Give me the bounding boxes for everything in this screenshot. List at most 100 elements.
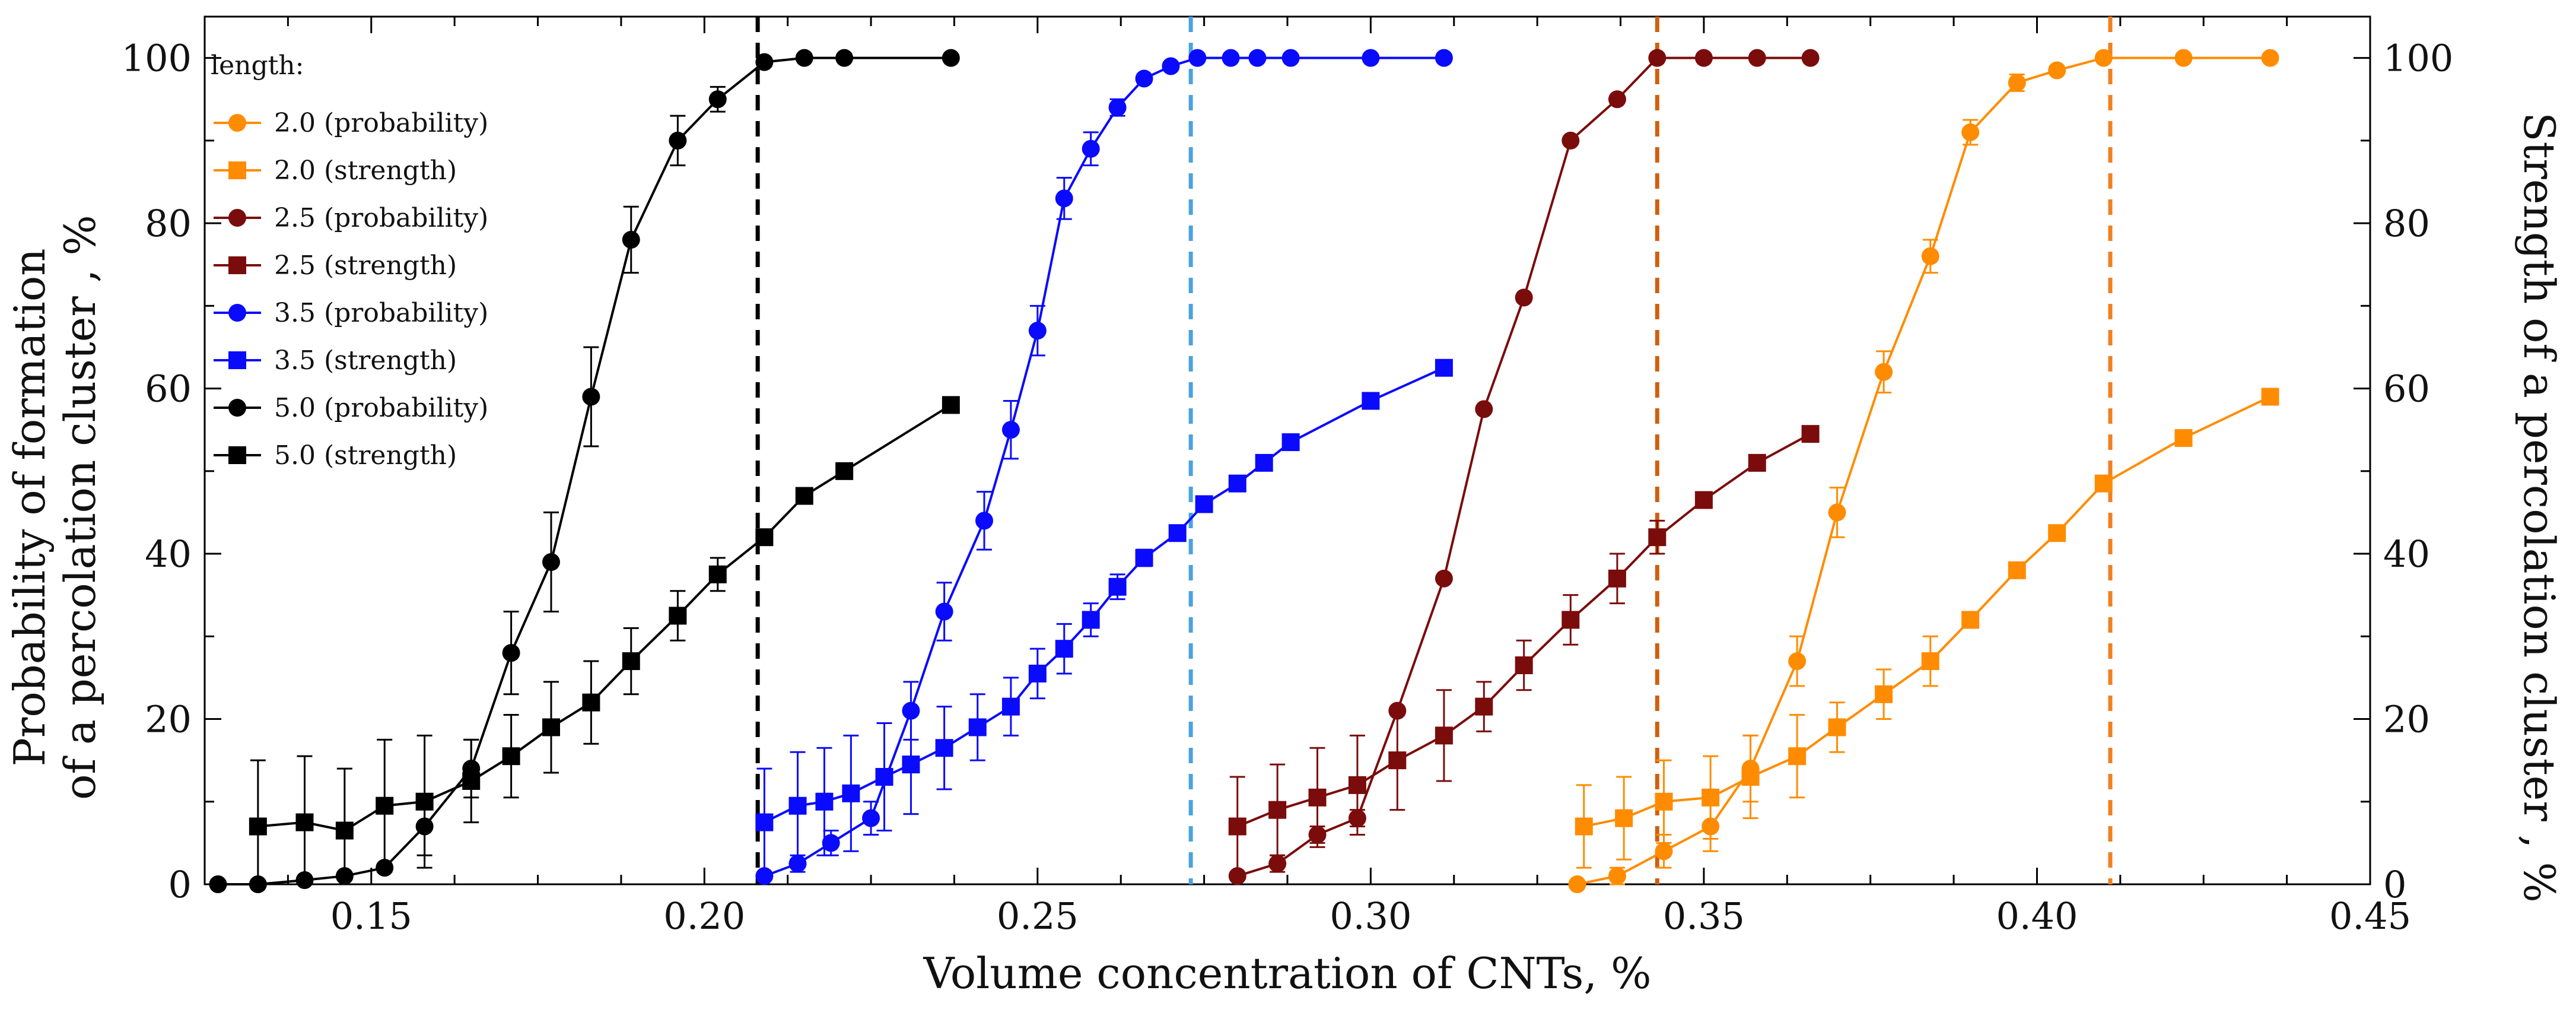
legend-label: 3.5 (strength) <box>274 345 457 376</box>
data-point <box>1135 69 1153 88</box>
data-point <box>1475 400 1493 418</box>
data-point <box>708 565 727 583</box>
data-point <box>2174 429 2193 447</box>
x-tick-label: 0.35 <box>1663 894 1745 938</box>
data-point <box>862 809 880 827</box>
legend-label: 2.5 (probability) <box>274 203 488 233</box>
data-point <box>2094 49 2113 67</box>
data-point <box>1608 569 1626 588</box>
data-point <box>1515 288 1533 307</box>
y2-tick-label: 0 <box>2383 863 2406 906</box>
legend-marker <box>228 304 246 322</box>
legend-marker <box>228 161 246 179</box>
legend-entry: 3.5 (probability) <box>214 298 488 328</box>
data-point <box>815 792 834 811</box>
data-point <box>1748 453 1766 472</box>
data-point <box>1648 49 1667 67</box>
data-point <box>1082 611 1100 629</box>
series-5-0-strength- <box>249 396 960 885</box>
data-point <box>975 512 993 530</box>
x-tick-label: 0.40 <box>1996 894 2078 938</box>
data-point <box>415 792 434 811</box>
legend-entry: 5.0 (strength) <box>214 440 457 471</box>
data-point <box>1875 685 1893 703</box>
data-point <box>1028 664 1047 682</box>
data-point <box>1362 392 1380 410</box>
data-point <box>1435 358 1453 377</box>
y-tick-label: 60 <box>145 367 192 411</box>
data-point <box>1648 528 1667 547</box>
legend-entry: 2.5 (probability) <box>214 203 488 233</box>
data-point <box>1921 652 1939 671</box>
data-point <box>822 834 840 852</box>
legend-marker <box>228 446 246 464</box>
data-point <box>1001 421 1020 439</box>
data-point <box>1435 726 1453 745</box>
data-point <box>935 739 953 757</box>
data-point <box>968 718 987 737</box>
x-tick-label: 0.15 <box>330 894 412 938</box>
legend-title: length: <box>211 50 304 81</box>
series-2-0-probability- <box>1568 49 2279 893</box>
x-tick-label: 0.30 <box>1330 894 1411 938</box>
series-3-5-probability- <box>755 49 1453 885</box>
y-axis-title-line2: of a percolation cluster , % <box>55 215 105 800</box>
data-point <box>1001 697 1020 716</box>
data-point <box>1801 49 1820 67</box>
data-point <box>1162 57 1180 75</box>
series-line <box>257 404 952 832</box>
data-point <box>376 796 394 815</box>
y-tick-label: 20 <box>145 698 192 741</box>
legend-marker <box>228 399 246 417</box>
data-point <box>2008 561 2026 579</box>
series-line <box>1237 433 1811 828</box>
data-point <box>788 796 807 815</box>
series-line <box>764 366 1445 824</box>
data-point <box>935 602 953 621</box>
data-point <box>1228 474 1246 493</box>
data-point <box>1082 139 1100 158</box>
data-point <box>209 875 227 893</box>
data-point <box>1741 767 1760 786</box>
data-point <box>2008 74 2026 92</box>
data-point <box>1788 747 1807 766</box>
data-point <box>1828 503 1846 522</box>
legend-label: 5.0 (probability) <box>274 393 488 423</box>
legend-label: 2.0 (probability) <box>274 108 488 138</box>
data-point <box>1108 577 1127 596</box>
data-point <box>669 607 687 625</box>
data-point <box>1561 131 1580 150</box>
data-point <box>1348 776 1366 794</box>
series-line <box>1577 56 2270 885</box>
legend-marker <box>228 209 246 227</box>
legend-entry: 2.0 (probability) <box>214 108 488 138</box>
series-layer <box>209 49 2279 893</box>
data-point <box>1188 49 1207 67</box>
data-point <box>1055 640 1073 658</box>
data-point <box>1268 855 1287 873</box>
data-point <box>1575 817 1593 836</box>
legend-marker <box>228 256 246 274</box>
legend-marker <box>228 114 246 132</box>
data-point <box>755 528 774 547</box>
legend-entry: 3.5 (strength) <box>214 345 457 376</box>
data-point <box>1568 875 1586 893</box>
data-point <box>1608 867 1626 885</box>
data-point <box>1615 809 1633 827</box>
data-point <box>622 652 640 671</box>
legend-marker <box>228 351 246 369</box>
legend-label: 3.5 (probability) <box>274 298 488 328</box>
data-point <box>1135 549 1153 567</box>
data-point <box>1268 801 1287 819</box>
x-tick-label: 0.25 <box>997 894 1079 938</box>
legend-entry: 2.5 (strength) <box>214 250 457 281</box>
data-point <box>502 747 520 766</box>
data-point <box>755 53 774 71</box>
data-point <box>582 693 600 712</box>
data-point <box>1655 792 1673 811</box>
data-point <box>1694 49 1713 67</box>
legend-label: 5.0 (strength) <box>274 440 457 471</box>
data-point <box>462 772 481 790</box>
data-point <box>1308 788 1327 807</box>
